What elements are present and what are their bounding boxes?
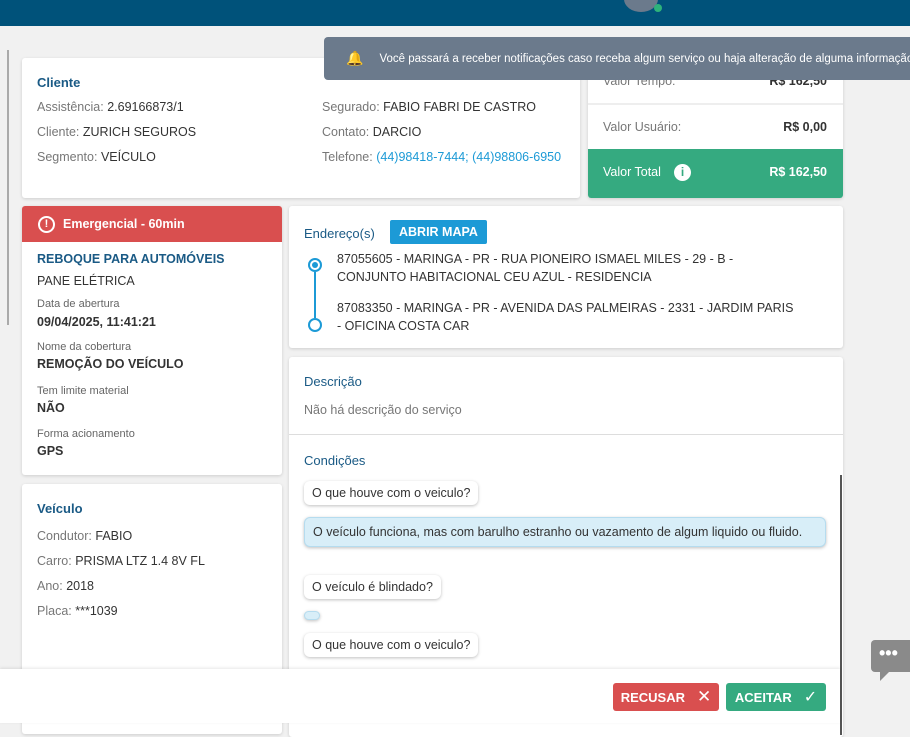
check-icon: ✓: [803, 689, 818, 706]
urgency-badge: ! Emergencial - 60min: [22, 206, 282, 242]
description-text: Não há descrição do serviço: [304, 403, 462, 417]
cobertura-label: Nome da cobertura: [37, 341, 132, 353]
description-title: Descrição: [304, 374, 362, 389]
client-title: Cliente: [37, 75, 81, 90]
cobertura-value: REMOÇÃO DO VEÍCULO: [37, 357, 184, 371]
accept-label: ACEITAR: [734, 689, 792, 705]
carro-field: Carro: PRISMA LTZ 1.4 8V FL: [37, 554, 205, 568]
phone-link[interactable]: (44)98418-7444; (44)98806-6950: [376, 150, 562, 164]
label: Cliente:: [37, 125, 80, 139]
acionamento-label: Forma acionamento: [37, 428, 135, 440]
origin-marker-icon: [308, 258, 322, 272]
condition-question: O veículo é blindado?: [304, 575, 441, 599]
condition-answer: O veículo funciona, mas com barulho estr…: [304, 517, 826, 547]
value: ***1039: [75, 604, 118, 618]
assistencia-field: Assistência: 2.69166873/1: [37, 100, 184, 114]
valor-total-label: Valor Total: [603, 165, 661, 179]
address-title: Endereço(s): [304, 226, 375, 241]
value: PRISMA LTZ 1.4 8V FL: [75, 554, 205, 568]
value: 2018: [66, 579, 95, 593]
ano-field: Ano: 2018: [37, 579, 94, 593]
condutor-field: Condutor: FABIO: [37, 529, 132, 543]
status-dot: [654, 4, 662, 12]
info-icon[interactable]: i: [674, 164, 691, 181]
label: Segmento:: [37, 150, 98, 164]
value: VEÍCULO: [100, 150, 156, 164]
acionamento-value: GPS: [37, 444, 64, 458]
label: Ano:: [37, 579, 63, 593]
label: Contato:: [322, 125, 370, 139]
accept-button[interactable]: ACEITAR ✓: [726, 683, 826, 711]
cliente-field: Cliente: ZURICH SEGUROS: [37, 125, 196, 139]
toast-message: Você passará a receber notificações caso…: [379, 52, 910, 65]
open-map-button[interactable]: ABRIR MAPA: [390, 220, 487, 244]
label: Carro:: [37, 554, 72, 568]
alert-icon: !: [38, 215, 55, 233]
value: FABIO FABRI DE CASTRO: [383, 100, 536, 114]
abertura-value: 09/04/2025, 11:41:21: [37, 315, 156, 329]
value: ZURICH SEGUROS: [82, 125, 197, 139]
valor-total-row: Valor Total i R$ 162,50: [588, 149, 843, 198]
service-card: ! Emergencial - 60min REBOQUE PARA AUTOM…: [22, 206, 282, 475]
label: Assistência:: [37, 100, 104, 114]
chat-icon[interactable]: •••: [871, 640, 910, 672]
vehicle-title: Veículo: [37, 501, 83, 516]
valor-usuario-label: Valor Usuário:: [603, 120, 682, 134]
notification-toast: 🔔 Você passará a receber notificações cas…: [324, 37, 910, 80]
contato-field: Contato: DARCIO: [322, 125, 421, 139]
client-card: Cliente Assistência: 2.69166873/1 Client…: [22, 58, 580, 198]
condition-question: O que houve com o veiculo?: [304, 481, 479, 505]
segmento-field: Segmento: VEÍCULO: [37, 150, 156, 164]
scroll-track[interactable]: [7, 50, 9, 325]
abertura-label: Data de abertura: [37, 298, 120, 310]
value: FABIO: [95, 529, 133, 543]
label: Telefone:: [322, 150, 373, 164]
condition-question: O que houve com o veiculo?: [304, 633, 479, 657]
close-icon: ✕: [697, 687, 712, 706]
refuse-button[interactable]: RECUSAR ✕: [613, 683, 719, 711]
valor-usuario: R$ 0,00: [783, 120, 827, 134]
segurado-field: Segurado: FABIO FABRI DE CASTRO: [322, 100, 536, 114]
refuse-label: RECUSAR: [620, 689, 686, 705]
label: Placa:: [37, 604, 72, 618]
limite-label: Tem limite material: [37, 385, 129, 397]
service-problem: PANE ELÉTRICA: [37, 274, 135, 288]
conditions-title: Condições: [304, 453, 366, 468]
address-origin: 87055605 - MARINGA - PR - RUA PIONEIRO I…: [337, 252, 734, 284]
service-type: REBOQUE PARA AUTOMÓVEIS: [37, 252, 225, 266]
value: 2.69166873/1: [107, 100, 184, 114]
destination-marker-icon: [308, 318, 322, 332]
label: Condutor:: [37, 529, 92, 543]
conditions-scrollbar[interactable]: [840, 475, 842, 735]
logo: [624, 0, 658, 12]
placa-field: Placa: ***1039: [37, 604, 118, 618]
value: DARCIO: [372, 125, 422, 139]
top-header: [0, 0, 910, 26]
condition-answer-empty: [304, 611, 320, 620]
values-card: Valor Tempo: R$ 162,50 Valor Usuário: R$…: [588, 58, 843, 198]
bell-icon: 🔔: [346, 50, 364, 66]
valor-total: R$ 162,50: [769, 165, 827, 179]
telefone-field: Telefone: (44)98418-7444; (44)98806-6950: [322, 150, 561, 164]
urgency-text: Emergencial - 60min: [63, 217, 185, 231]
address-card: Endereço(s) ABRIR MAPA 87055605 - MARING…: [289, 206, 843, 348]
address-destination: 87083350 - MARINGA - PR - AVENIDA DAS PA…: [337, 301, 794, 333]
label: Segurado:: [322, 100, 380, 114]
limite-value: NÃO: [37, 401, 65, 415]
